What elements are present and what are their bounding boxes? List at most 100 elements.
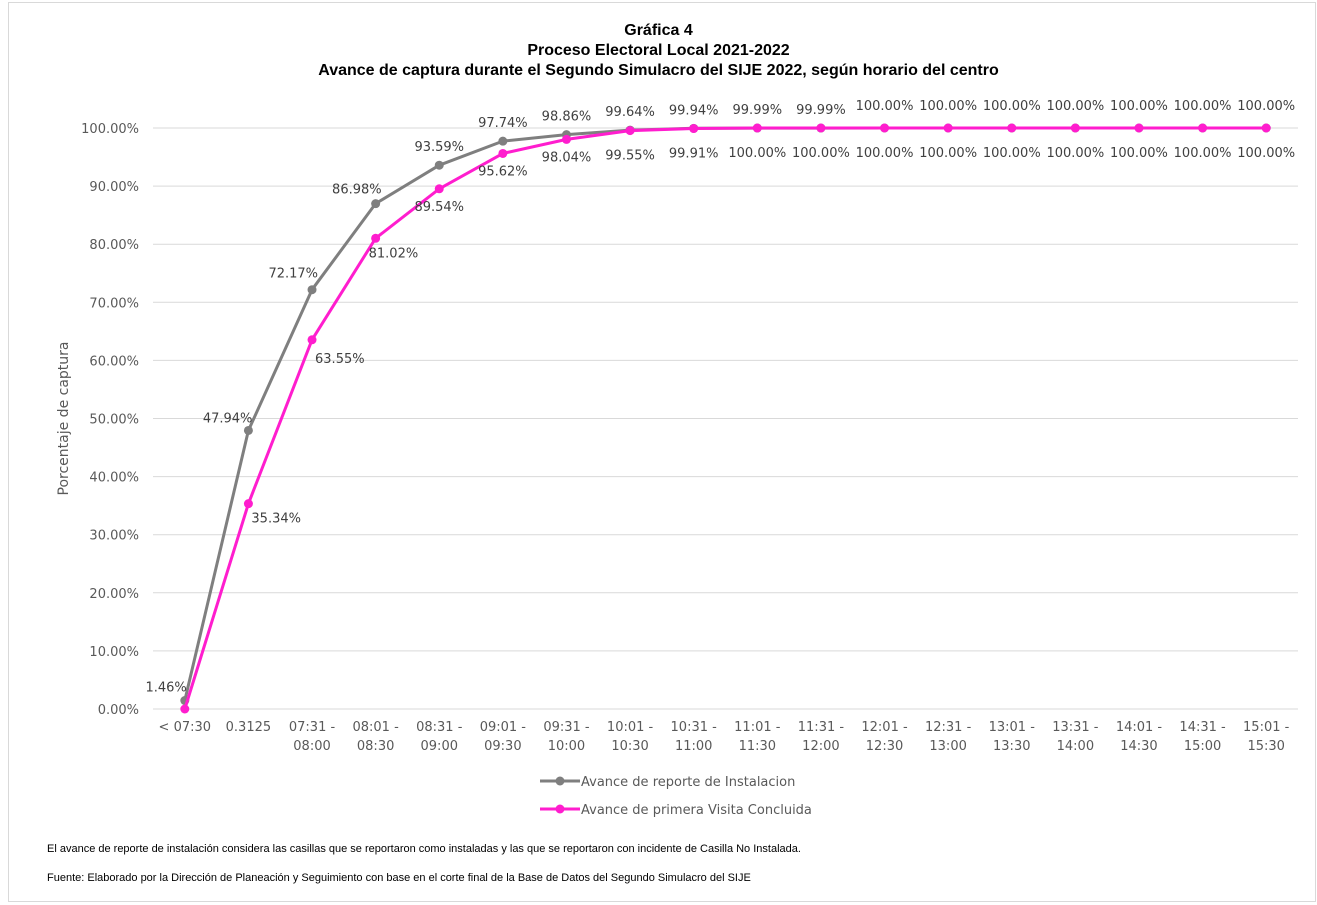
data-point-2 [689, 124, 699, 134]
x-tick-label: 14:01 - [1116, 720, 1163, 735]
x-tick-label: 14:31 - [1179, 720, 1226, 735]
x-tick-label: 10:30 [611, 739, 648, 754]
data-label-series-2: 100.00% [856, 146, 914, 161]
x-tick-label: 15:30 [1247, 739, 1284, 754]
data-label-series-1: 100.00% [1110, 99, 1168, 114]
x-tick-label: 11:30 [739, 739, 776, 754]
x-tick-label: 10:01 - [607, 720, 654, 735]
x-tick-label: 08:01 - [352, 720, 399, 735]
data-point-2 [1261, 123, 1271, 133]
y-tick-label: 70.00% [89, 296, 139, 311]
data-label-series-1: 99.99% [796, 103, 846, 118]
x-tick-label: 11:01 - [734, 720, 781, 735]
data-label-series-2: 89.54% [414, 200, 464, 215]
data-point-2 [880, 123, 890, 133]
x-tick-label: 09:00 [421, 739, 458, 754]
data-label-series-1: 97.74% [478, 116, 528, 131]
data-point-1 [371, 199, 381, 209]
x-tick-label: 13:31 - [1052, 720, 1099, 735]
y-tick-label: 40.00% [89, 471, 139, 486]
data-label-series-2: 100.00% [1110, 146, 1168, 161]
x-tick-label: 13:00 [929, 739, 966, 754]
data-point-2 [752, 123, 762, 133]
legend-marker-1 [555, 776, 565, 786]
data-point-2 [1198, 123, 1208, 133]
y-tick-label: 20.00% [89, 587, 139, 602]
data-point-1 [243, 425, 253, 435]
x-tick-label: 11:00 [675, 739, 712, 754]
data-point-2 [243, 499, 253, 509]
x-tick-label: 09:30 [484, 739, 521, 754]
data-point-2 [1134, 123, 1144, 133]
data-label-series-2: 100.00% [1237, 146, 1295, 161]
x-tick-label: 12:00 [802, 739, 839, 754]
data-label-series-2: 100.00% [919, 146, 977, 161]
x-tick-label: 0.3125 [226, 720, 272, 735]
chart-subtitle-2: Avance de captura durante el Segundo Sim… [318, 62, 999, 79]
x-tick-label: 15:00 [1184, 739, 1221, 754]
data-point-2 [816, 123, 826, 133]
y-tick-label: 30.00% [89, 529, 139, 544]
y-tick-label: 100.00% [81, 122, 139, 137]
data-label-series-1: 100.00% [1046, 99, 1104, 114]
data-label-series-1: 98.86% [542, 110, 592, 125]
y-axis-title: Porcentaje de captura [56, 342, 72, 496]
footnote-source: Fuente: Elaborado por la Dirección de Pl… [47, 872, 751, 884]
data-label-series-1: 93.59% [414, 140, 464, 155]
data-label-series-2: 100.00% [728, 146, 786, 161]
data-label-series-1: 86.98% [332, 183, 382, 198]
chart-frame [8, 2, 1316, 902]
data-label-series-1: 100.00% [1237, 99, 1295, 114]
data-point-2 [943, 123, 953, 133]
x-tick-label: 10:00 [548, 739, 585, 754]
data-point-2 [1007, 123, 1017, 133]
data-label-series-2: 100.00% [792, 146, 850, 161]
x-tick-label: < 07:30 [159, 720, 212, 735]
data-point-2 [434, 184, 444, 194]
x-tick-label: 15:01 - [1243, 720, 1290, 735]
data-label-series-2: 81.02% [369, 246, 419, 261]
data-point-2 [307, 335, 317, 345]
x-tick-label: 14:30 [1120, 739, 1157, 754]
y-tick-label: 60.00% [89, 354, 139, 369]
data-point-2 [625, 126, 635, 136]
data-label-series-1: 1.46% [145, 681, 186, 696]
chart-subtitle: Proceso Electoral Local 2021-2022 [527, 42, 790, 59]
y-tick-label: 80.00% [89, 238, 139, 253]
series-line-1 [183, 126, 1267, 701]
data-label-series-1: 72.17% [268, 267, 318, 282]
data-point-2 [180, 704, 190, 714]
x-tick-label: 12:30 [866, 739, 903, 754]
data-point-2 [1070, 123, 1080, 133]
data-point-1 [498, 136, 508, 146]
x-tick-label: 12:01 - [861, 720, 908, 735]
data-label-series-1: 47.94% [203, 411, 253, 426]
data-point-2 [561, 134, 571, 144]
data-label-series-2: 99.55% [605, 149, 655, 164]
y-tick-label: 0.00% [98, 703, 139, 718]
x-tick-label: 13:30 [993, 739, 1030, 754]
data-label-series-1: 99.94% [669, 103, 719, 118]
x-tick-label: 10:31 - [671, 720, 718, 735]
data-label-series-2: 100.00% [1046, 146, 1104, 161]
footnote-note: El avance de reporte de instalación cons… [47, 843, 801, 855]
legend-label-2: Avance de primera Visita Concluida [581, 803, 812, 818]
series-line-2 [183, 126, 1267, 710]
chart-title: Gráfica 4 [624, 22, 693, 39]
data-label-series-1: 100.00% [983, 99, 1041, 114]
x-tick-label: 09:01 - [480, 720, 527, 735]
y-tick-label: 50.00% [89, 413, 139, 428]
data-point-2 [371, 233, 381, 243]
x-tick-label: 11:31 - [798, 720, 845, 735]
x-tick-label: 13:01 - [989, 720, 1036, 735]
x-tick-label: 12:31 - [925, 720, 972, 735]
data-label-series-2: 100.00% [983, 146, 1041, 161]
x-tick-label: 08:30 [357, 739, 394, 754]
data-point-2 [498, 148, 508, 158]
x-tick-label: 09:31 - [543, 720, 590, 735]
data-label-series-2: 95.62% [478, 164, 528, 179]
x-tick-label: 07:31 - [289, 720, 336, 735]
data-label-series-1: 99.64% [605, 105, 655, 120]
data-label-series-1: 100.00% [1174, 99, 1232, 114]
